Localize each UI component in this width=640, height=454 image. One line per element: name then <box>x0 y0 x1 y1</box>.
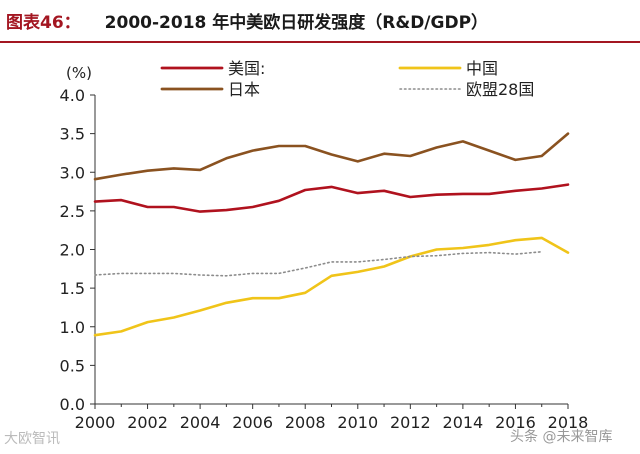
y-tick-label: 2.5 <box>60 202 85 221</box>
x-tick-label: 2002 <box>127 413 168 432</box>
y-tick-label: 3.5 <box>60 125 85 144</box>
chart-title: 2000-2018 年中美欧日研发强度（R&D/GDP） <box>104 12 489 33</box>
legend-label-1: 中国 <box>466 59 498 78</box>
x-tick-label: 2010 <box>337 413 378 432</box>
series-line-3 <box>94 251 543 277</box>
legend-label-0: 美国: <box>228 59 265 78</box>
x-tick-label: 2004 <box>180 413 221 432</box>
line-chart: 0.0 0.5 1.0 1.5 2.0 2.5 3.0 3.5 4.0 (%) 2000 2002 20… <box>60 59 589 432</box>
series-line-0 <box>93 183 570 213</box>
x-tick-label: 2016 <box>495 413 536 432</box>
y-tick-label: 1.0 <box>60 318 85 337</box>
y-axis-label: (%) <box>66 64 92 82</box>
series-line-2 <box>93 132 570 181</box>
legend-label-3: 欧盟28国 <box>466 80 534 99</box>
series-line-1 <box>93 236 570 337</box>
y-tick-label: 2.0 <box>60 241 85 260</box>
figure-label: 图表46： <box>6 12 81 33</box>
y-tick-label: 0.0 <box>60 395 85 414</box>
legend-label-2: 日本 <box>228 80 260 99</box>
y-tick-label: 0.5 <box>60 356 85 375</box>
y-tick-label: 1.5 <box>60 279 85 298</box>
watermark-right: 头条 @未来智库 <box>510 429 613 445</box>
x-tick-label: 2008 <box>285 413 326 432</box>
x-tick-label: 2018 <box>548 413 589 432</box>
x-tick-label: 2000 <box>75 413 116 432</box>
y-tick-label: 4.0 <box>60 86 85 105</box>
x-tick-label: 2006 <box>232 413 273 432</box>
watermark-left: 大欧智讯 <box>4 431 60 447</box>
x-tick-label: 2014 <box>443 413 484 432</box>
title-divider <box>0 41 640 43</box>
y-tick-label: 3.0 <box>60 163 85 182</box>
x-tick-label: 2012 <box>390 413 431 432</box>
title-bar: 图表46： 2000-2018 年中美欧日研发强度（R&D/GDP） <box>0 0 640 40</box>
